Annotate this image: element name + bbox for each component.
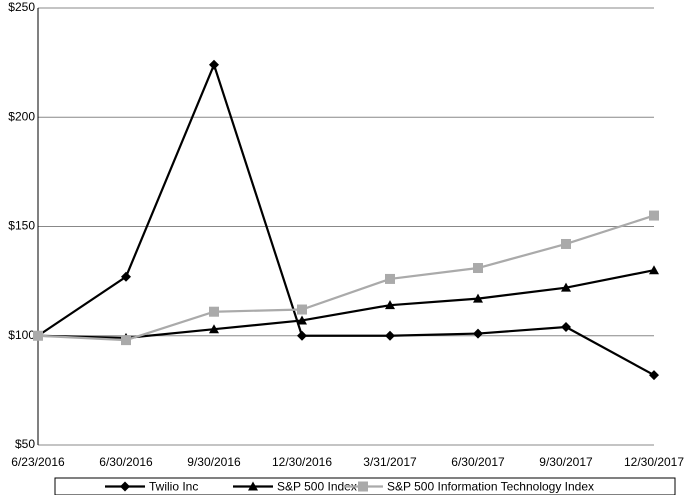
- marker: [561, 282, 571, 292]
- marker: [297, 330, 307, 341]
- x-tick-label: 6/30/2016: [99, 455, 153, 469]
- x-tick-label: 3/31/2017: [363, 455, 417, 469]
- legend-label: Twilio Inc: [149, 480, 198, 494]
- y-tick-label: $200: [8, 109, 35, 123]
- marker: [297, 304, 307, 315]
- x-tick-label: 9/30/2017: [539, 455, 593, 469]
- marker: [473, 263, 483, 274]
- marker: [209, 306, 219, 317]
- legend-label: S&P 500 Index: [277, 480, 357, 494]
- marker: [121, 335, 131, 346]
- marker: [121, 271, 131, 282]
- marker: [209, 324, 219, 334]
- marker: [120, 481, 130, 492]
- marker: [473, 328, 483, 339]
- marker: [385, 273, 395, 284]
- legend-label: S&P 500 Information Technology Index: [387, 480, 594, 494]
- marker: [297, 315, 307, 325]
- marker: [561, 238, 571, 249]
- marker: [385, 330, 395, 341]
- marker: [649, 265, 659, 275]
- x-tick-label: 12/30/2016: [272, 455, 332, 469]
- y-tick-label: $100: [8, 328, 35, 342]
- x-tick-label: 6/23/2016: [11, 455, 65, 469]
- marker: [358, 481, 368, 492]
- marker: [33, 330, 43, 341]
- marker: [385, 300, 395, 310]
- y-tick-label: $150: [8, 219, 35, 233]
- marker: [649, 370, 659, 381]
- x-tick-label: 9/30/2016: [187, 455, 241, 469]
- x-tick-label: 6/30/2017: [451, 455, 505, 469]
- marker: [209, 59, 219, 70]
- series-line: [37, 214, 655, 342]
- series-line: [37, 61, 655, 377]
- y-tick-label: $50: [15, 437, 35, 451]
- marker: [561, 322, 571, 333]
- marker: [248, 481, 258, 491]
- marker: [473, 293, 483, 303]
- y-tick-label: $250: [8, 0, 35, 14]
- marker: [649, 210, 659, 221]
- x-tick-label: 12/30/2017: [624, 455, 684, 469]
